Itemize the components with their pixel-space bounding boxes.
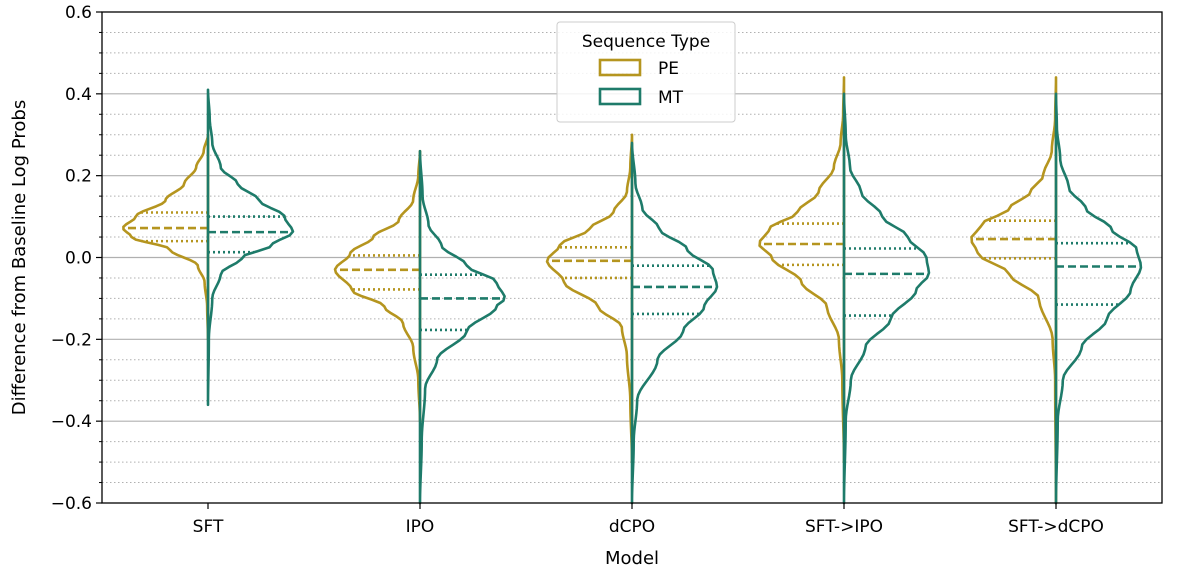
legend-label-pe: PE [658, 59, 679, 79]
x-tick-label: SFT [193, 517, 224, 537]
violin-layer [122, 76, 1143, 505]
x-tick-label: SFT->dCPO [1008, 517, 1104, 537]
legend-swatch-pe [598, 58, 642, 77]
x-tick-label: IPO [406, 517, 435, 537]
legend: Sequence Type PE MT [556, 21, 736, 123]
y-tick-label: −0.6 [51, 494, 92, 514]
x-axis: SFT IPO dCPO SFT->IPO SFT->dCPO [193, 503, 1104, 537]
violin-mt-sft [206, 88, 295, 407]
violin-mt-ipo [418, 149, 506, 505]
y-tick-label: 0.4 [65, 85, 92, 105]
y-tick-label: 0.6 [65, 3, 92, 23]
violin-pe-dcpo [545, 133, 634, 464]
violin-mt-sft-ipo [842, 92, 931, 505]
legend-label-mt: MT [658, 88, 684, 108]
x-axis-label: Model [605, 548, 659, 569]
legend-box [556, 21, 736, 123]
y-axis-label: Difference from Baseline Log Probs [9, 100, 30, 415]
violin-mt-sft-dcpo [1054, 92, 1143, 505]
y-tick-label: −0.4 [51, 412, 92, 432]
x-tick-label: SFT->IPO [805, 517, 883, 537]
x-tick-label: dCPO [609, 517, 655, 537]
violin-pe-sft-dcpo [970, 76, 1058, 505]
y-tick-label: 0.0 [65, 249, 92, 269]
violin-mt-dcpo [630, 141, 719, 505]
y-axis: −0.6 −0.4 −0.2 0.0 0.2 0.4 0.6 [51, 3, 102, 514]
y-tick-label: −0.2 [51, 330, 92, 350]
violin-pe-sft-ipo [758, 76, 846, 464]
legend-entries: PE MT [598, 58, 684, 108]
legend-title: Sequence Type [582, 32, 710, 52]
violin-pe-ipo [333, 149, 422, 423]
y-tick-label: 0.2 [65, 167, 92, 187]
legend-swatch-mt [598, 87, 642, 106]
